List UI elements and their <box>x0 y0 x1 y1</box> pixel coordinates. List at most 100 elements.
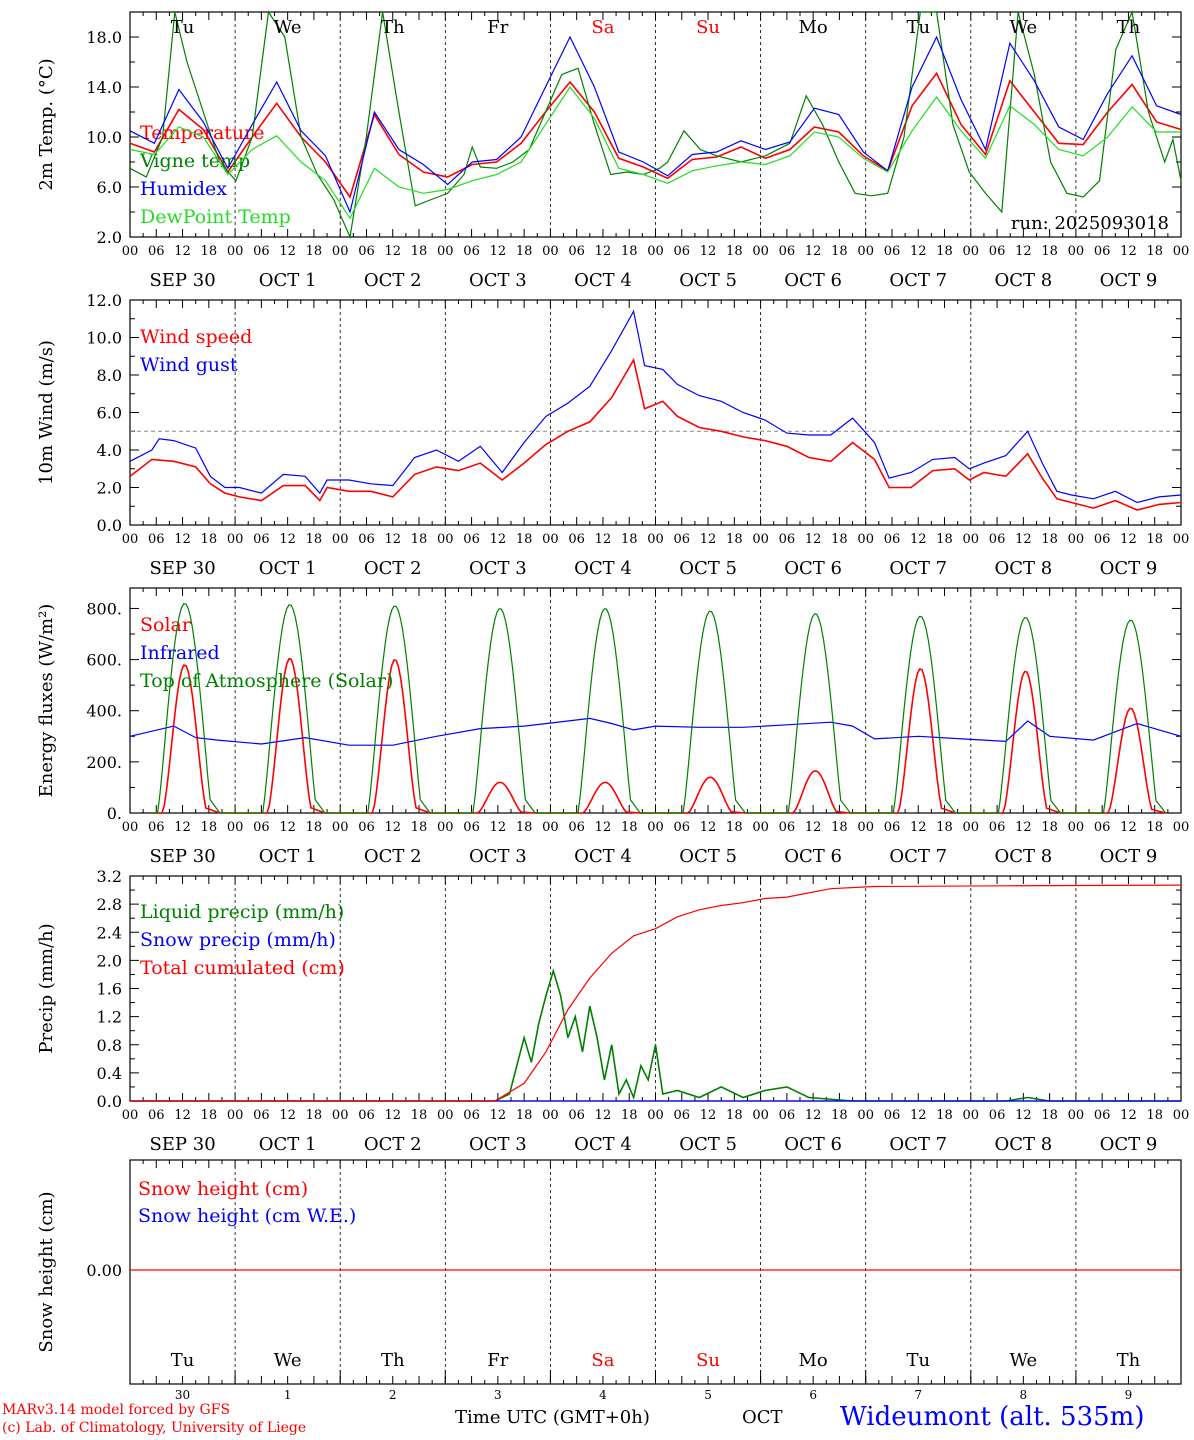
date-label: OCT 3 <box>469 846 527 867</box>
hour-tick-label: 00 <box>752 1108 769 1123</box>
hour-tick-label: 18 <box>831 1108 848 1123</box>
hour-tick-label: 18 <box>306 1108 323 1123</box>
hour-tick-label: 06 <box>568 820 585 835</box>
weekday-label: We <box>274 17 302 38</box>
hour-tick-label: 18 <box>726 532 743 547</box>
hour-tick-label: 18 <box>1041 1108 1058 1123</box>
date-label: SEP 30 <box>149 270 215 291</box>
weekday-label: Tu <box>171 1350 195 1371</box>
date-label: OCT 9 <box>1100 1134 1158 1155</box>
hour-tick-label: 18 <box>831 244 848 259</box>
hour-tick-label: 12 <box>910 1108 927 1123</box>
hour-tick-label: 00 <box>647 244 664 259</box>
day-number-label: 9 <box>1125 1388 1133 1402</box>
date-label: OCT 6 <box>784 846 842 867</box>
date-label: OCT 3 <box>469 1134 527 1155</box>
hour-tick-label: 00 <box>227 1108 244 1123</box>
hour-tick-label: 00 <box>227 532 244 547</box>
hour-tick-label: 00 <box>1173 244 1190 259</box>
hour-tick-label: 06 <box>884 244 901 259</box>
day-number-label: 6 <box>809 1388 817 1402</box>
hour-tick-label: 12 <box>1015 532 1032 547</box>
hour-tick-label: 18 <box>831 532 848 547</box>
date-label: SEP 30 <box>149 558 215 579</box>
weekday-label: Su <box>696 17 720 38</box>
day-number-label: 8 <box>1020 1388 1028 1402</box>
hour-tick-label: 06 <box>989 820 1006 835</box>
date-label: OCT 5 <box>679 558 737 579</box>
y-tick-label: 6.0 <box>97 404 122 423</box>
hour-tick-label: 18 <box>201 244 218 259</box>
hour-tick-label: 06 <box>1094 244 1111 259</box>
hour-tick-label: 00 <box>857 820 874 835</box>
day-number-label: 7 <box>914 1388 922 1402</box>
hour-tick-label: 06 <box>1094 532 1111 547</box>
hour-tick-label: 12 <box>1120 532 1137 547</box>
hour-tick-label: 18 <box>1146 244 1163 259</box>
legend-entry: DewPoint Temp <box>140 206 291 228</box>
hour-tick-label: 06 <box>358 532 375 547</box>
hour-tick-label: 00 <box>857 532 874 547</box>
hour-tick-label: 12 <box>805 1108 822 1123</box>
hour-tick-label: 12 <box>279 244 296 259</box>
date-label: OCT 9 <box>1100 846 1158 867</box>
hour-tick-label: 18 <box>936 1108 953 1123</box>
y-tick-label: 2.0 <box>97 228 122 247</box>
day-number-label: 30 <box>175 1388 190 1402</box>
hour-tick-label: 06 <box>358 820 375 835</box>
weekday-label: We <box>1010 17 1038 38</box>
hour-tick-label: 06 <box>779 820 796 835</box>
weekday-label: We <box>1010 1350 1038 1371</box>
hour-tick-label: 18 <box>201 1108 218 1123</box>
hour-tick-label: 00 <box>122 532 139 547</box>
weekday-label: Fr <box>487 1350 508 1371</box>
hour-tick-label: 06 <box>884 820 901 835</box>
panel-frame <box>129 299 1182 526</box>
hour-tick-label: 00 <box>1068 1108 1085 1123</box>
hour-tick-label: 06 <box>779 244 796 259</box>
hour-tick-label: 06 <box>568 532 585 547</box>
date-label: OCT 5 <box>679 1134 737 1155</box>
y-axis-label: 2m Temp. (°C) <box>36 58 57 190</box>
hour-tick-label: 00 <box>332 1108 349 1123</box>
hour-tick-label: 12 <box>595 820 612 835</box>
y-tick-label: 600. <box>86 651 122 670</box>
date-label: OCT 4 <box>574 270 632 291</box>
legend-entry: Wind speed <box>140 326 252 348</box>
legend-entry: Wind gust <box>140 354 238 376</box>
weekday-label: Su <box>696 1350 720 1371</box>
date-label: SEP 30 <box>149 1134 215 1155</box>
y-tick-label: 0.0 <box>97 516 122 535</box>
hour-tick-label: 18 <box>516 820 533 835</box>
hour-tick-label: 06 <box>568 244 585 259</box>
hour-tick-label: 06 <box>148 244 165 259</box>
hour-tick-label: 12 <box>1120 1108 1137 1123</box>
hour-tick-label: 18 <box>411 532 428 547</box>
y-tick-label: 200. <box>86 753 122 772</box>
hour-tick-label: 18 <box>201 532 218 547</box>
weekday-label: Mo <box>799 17 828 38</box>
y-tick-label: 4.0 <box>97 441 122 460</box>
series-line-dewpoint-temp <box>129 85 1181 220</box>
hour-tick-label: 12 <box>910 532 927 547</box>
hour-tick-label: 12 <box>700 1108 717 1123</box>
hour-tick-label: 12 <box>805 820 822 835</box>
hour-tick-label: 12 <box>384 1108 401 1123</box>
y-tick-label: 2.0 <box>97 951 122 970</box>
hour-tick-label: 06 <box>884 532 901 547</box>
y-axis-label: Precip (mm/h) <box>36 923 57 1053</box>
hour-tick-label: 18 <box>516 532 533 547</box>
panel-frame <box>129 11 1182 238</box>
weekday-label: Th <box>381 17 405 38</box>
hour-tick-label: 00 <box>1173 820 1190 835</box>
hour-tick-label: 18 <box>621 532 638 547</box>
date-label: SEP 30 <box>149 846 215 867</box>
hour-tick-label: 00 <box>542 1108 559 1123</box>
series-line-wind-gust <box>129 309 1182 504</box>
hour-tick-label: 12 <box>700 532 717 547</box>
hour-tick-label: 00 <box>332 820 349 835</box>
date-label: OCT 9 <box>1100 558 1158 579</box>
hour-tick-label: 00 <box>963 820 980 835</box>
panel-frame <box>129 587 1182 814</box>
model-credit-1: MARv3.14 model forced by GFS <box>2 1402 231 1418</box>
